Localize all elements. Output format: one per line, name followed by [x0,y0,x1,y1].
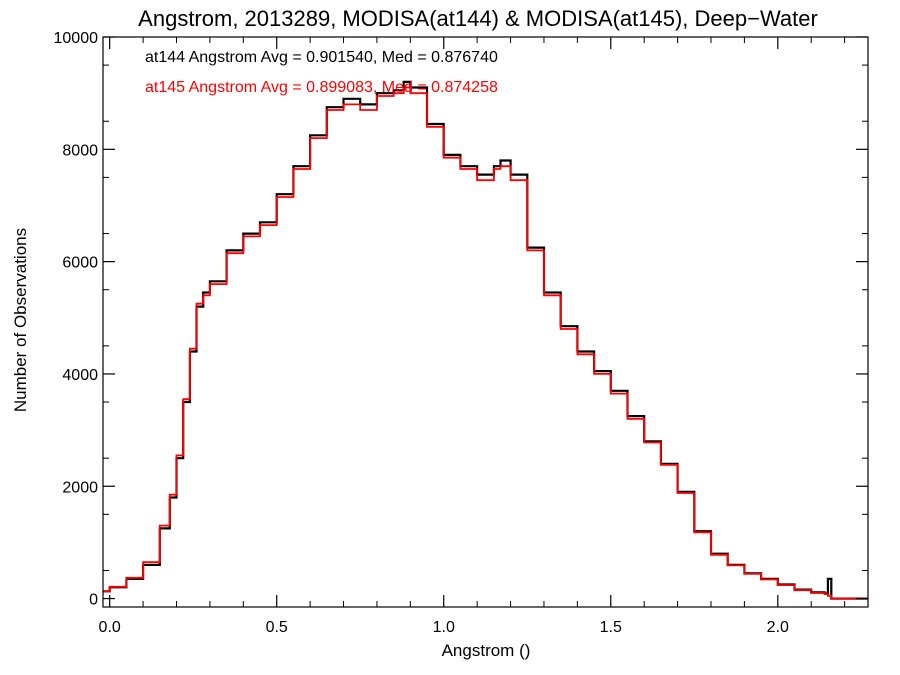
annotation-at144: at144 Angstrom Avg = 0.901540, Med = 0.8… [145,49,498,66]
x-tick-label: 1.0 [433,619,455,636]
series-line-0 [103,80,868,600]
x-tick-label: 1.5 [600,619,622,636]
y-tick-label: 8000 [62,142,98,159]
y-tick-label: 6000 [62,255,98,272]
x-tick-label: 0.0 [99,619,121,636]
plot-area [103,80,868,600]
chart-title: Angstrom, 2013289, MODISA(at144) & MODIS… [138,6,818,31]
x-tick-label: 0.5 [266,619,288,636]
y-tick-label: 10000 [54,30,99,47]
y-tick-label: 2000 [62,479,98,496]
y-axis-label: Number of Observations [11,228,30,412]
y-tick-label: 4000 [62,367,98,384]
x-axis-label: Angstrom () [442,641,531,660]
plot-frame [102,36,869,608]
series-line-1 [103,86,868,600]
x-tick-label: 2.0 [767,619,789,636]
annotation-at145: at145 Angstrom Avg = 0.899083, Med = 0.8… [145,79,498,96]
y-tick-label: 0 [89,592,98,609]
